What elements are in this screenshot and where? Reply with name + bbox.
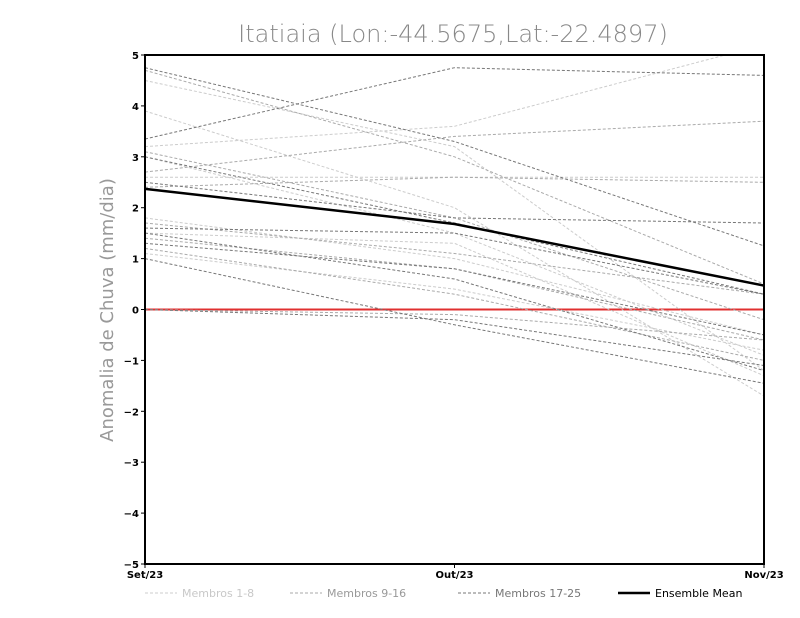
member-line-13 <box>145 222 764 295</box>
member-line-23 <box>145 232 764 372</box>
member-line-17 <box>145 67 764 140</box>
y-tick-label: −1 <box>124 356 139 367</box>
member-line-15 <box>145 247 764 361</box>
series-lines <box>145 55 764 397</box>
member-line-2 <box>145 110 764 397</box>
x-tick-label: Out/23 <box>436 570 474 581</box>
member-line-12 <box>145 176 764 188</box>
member-line-1 <box>145 80 764 372</box>
member-line-9 <box>145 69 764 285</box>
legend-label: Membros 1-8 <box>182 587 254 600</box>
member-line-18 <box>145 67 764 247</box>
ensemble-mean-line <box>145 187 764 287</box>
y-tick-label: −4 <box>124 509 139 520</box>
member-line-24 <box>145 258 764 384</box>
y-tick-label: 5 <box>132 51 139 62</box>
y-tick-label: 2 <box>132 204 139 215</box>
x-tick-label: Nov/23 <box>744 570 783 581</box>
y-tick-label: 0 <box>132 306 139 317</box>
member-line-20 <box>145 181 764 224</box>
member-line-25 <box>145 309 764 366</box>
member-line-4 <box>145 156 764 356</box>
chart-title: Itatiaia (Lon:-44.5675,Lat:-22.4897) <box>238 20 668 48</box>
y-tick-label: −2 <box>124 407 139 418</box>
member-line-7 <box>145 232 764 377</box>
x-tick-label: Set/23 <box>127 570 163 581</box>
y-axis-label: Anomalia de Chuva (mm/dia) <box>97 178 118 442</box>
legend-label: Ensemble Mean <box>655 587 742 600</box>
member-line-3 <box>145 55 728 148</box>
member-line-16 <box>145 309 764 341</box>
member-line-21 <box>145 227 764 295</box>
y-tick-label: 4 <box>132 102 139 113</box>
member-line-22 <box>145 242 764 336</box>
y-tick-label: −5 <box>124 560 139 571</box>
y-tick-label: 3 <box>132 153 139 164</box>
legend: Membros 1-8 Membros 9-16 Membros 17-25 Ense… <box>145 587 742 600</box>
y-tick-label: 1 <box>132 255 139 266</box>
legend-label: Membros 17-25 <box>495 587 581 600</box>
member-line-11 <box>145 120 764 173</box>
member-line-8 <box>145 253 764 351</box>
legend-label: Membros 9-16 <box>327 587 406 600</box>
y-tick-label: −3 <box>124 458 139 469</box>
member-line-6 <box>145 217 764 336</box>
